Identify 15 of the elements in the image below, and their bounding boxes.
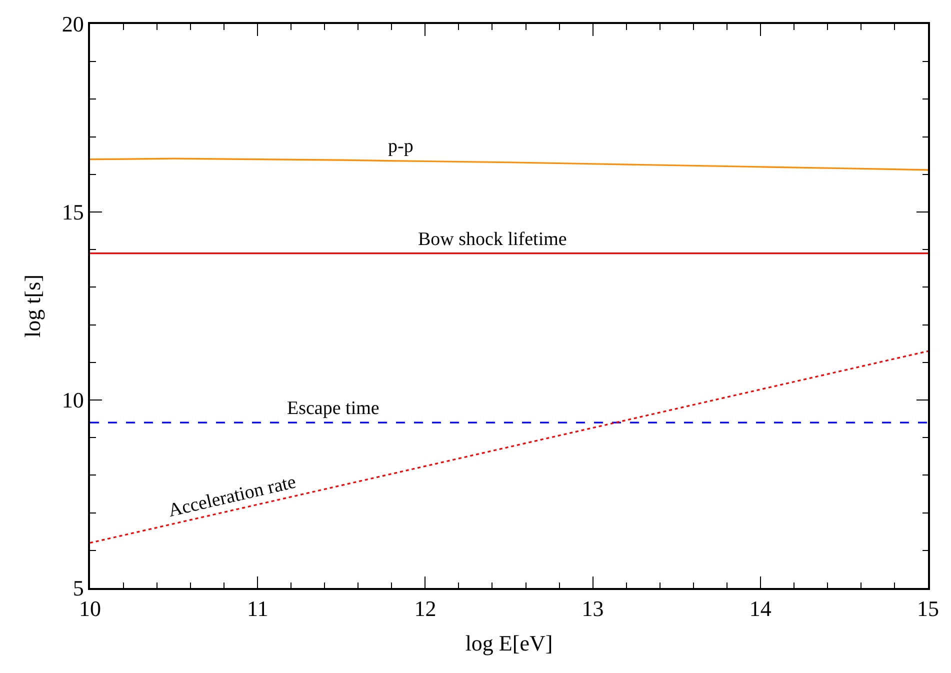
line-series: [90, 158, 928, 171]
y-tick-label: 20: [62, 12, 84, 37]
series-label: Escape time: [287, 398, 380, 419]
y-axis-title: log t[s]: [20, 274, 46, 338]
x-tick-label: 12: [414, 596, 436, 622]
x-axis-title: log E[eV]: [465, 630, 553, 656]
x-tick-label: 15: [917, 596, 939, 622]
y-tick-label: 10: [62, 388, 84, 413]
text: Acceleration rate: [166, 472, 298, 522]
y-tick-label: 15: [62, 200, 84, 225]
x-tick-label: 13: [582, 596, 604, 622]
series-label: Bow shock lifetime: [418, 229, 567, 250]
x-tick-label: 14: [749, 596, 772, 622]
x-tick-label: 11: [247, 596, 268, 622]
series-label: p-p: [388, 136, 414, 157]
